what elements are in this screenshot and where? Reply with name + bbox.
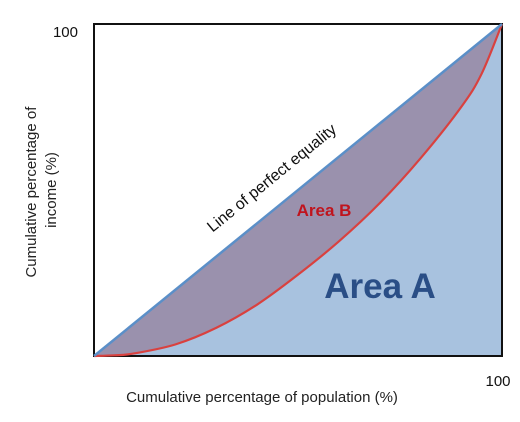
y-axis-label-line-2: income (%) xyxy=(43,152,60,228)
y-axis-label-line-1: Cumulative percentage of xyxy=(23,106,40,278)
plot-frame xyxy=(93,23,503,357)
y-axis-label: Cumulative percentage of income (%) xyxy=(23,102,60,277)
lorenz-curve-line xyxy=(93,23,504,358)
y-tick-label-max: 100 xyxy=(53,24,78,41)
x-axis-label: Cumulative percentage of population (%) xyxy=(126,389,398,406)
line-of-perfect-equality xyxy=(93,23,503,357)
area-a-label: Area A xyxy=(324,267,436,306)
x-tick-label-max: 100 xyxy=(485,373,510,390)
area-a-region xyxy=(94,24,502,356)
area-b-label: Area B xyxy=(297,201,352,220)
